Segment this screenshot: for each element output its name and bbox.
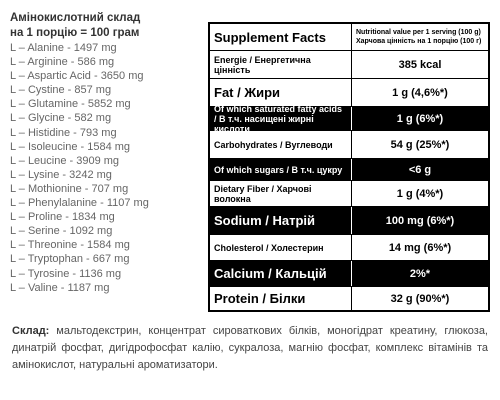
facts-row: Of which sugars / В т.ч. цукру <6 g: [210, 158, 488, 180]
amino-item: L – Arginine - 586 mg: [10, 56, 115, 69]
amino-item: L – Valine - 1187 mg: [10, 281, 110, 294]
row-value: <6 g: [408, 163, 432, 176]
amino-item: L – Tyrosine - 1136 mg: [10, 267, 122, 280]
amino-item: L – Leucine - 3909 mg: [10, 154, 120, 167]
row-label: Sodium / Натрій: [210, 207, 352, 234]
composition: Склад: мальтодекстрин, концентрат сирова…: [12, 323, 488, 374]
composition-text: мальтодекстрин, концентрат сироваткових …: [12, 325, 488, 371]
row-label: Protein / Білки: [210, 287, 352, 310]
row-label: Carbohydrates / Вуглеводи: [210, 131, 352, 158]
amino-item: L – Tryptophan - 667 mg: [10, 253, 130, 266]
row-label: Cholesterol / Холестерин: [210, 235, 352, 260]
composition-label: Склад:: [12, 325, 50, 337]
facts-row: Cholesterol / Холестерин 14 mg (6%*): [210, 234, 488, 260]
row-label: Dietary Fiber / Харчові волокна: [210, 181, 352, 206]
facts-row: Protein / Білки 32 g (90%*): [210, 286, 488, 310]
amino-list: Амінокислотний склад на 1 порцію = 100 г…: [10, 11, 205, 295]
row-label: Fat / Жири: [210, 79, 352, 106]
serving-cell: Nutritional value per 1 serving (100 g) …: [352, 24, 488, 50]
row-value: 100 mg (6%*): [385, 214, 455, 227]
facts-row: Fat / Жири 1 g (4,6%*): [210, 78, 488, 106]
facts-header: Supplement Facts Nutritional value per 1…: [210, 24, 488, 50]
facts-row: Of which saturated fatty acids / В т.ч. …: [210, 104, 488, 134]
amino-item: L – Aspartic Acid - 3650 mg: [10, 70, 144, 83]
amino-item: L – Threonine - 1584 mg: [10, 239, 130, 252]
amino-item: L – Cystine - 857 mg: [10, 84, 112, 97]
facts-title: Supplement Facts: [210, 24, 352, 50]
row-value: 1 g (4%*): [396, 187, 444, 200]
amino-item: L – Alanine - 1497 mg: [10, 42, 117, 54]
row-label: Calcium / Кальцій: [210, 261, 352, 286]
facts-row: Dietary Fiber / Харчові волокна 1 g (4%*): [210, 180, 488, 206]
row-value: 1 g (6%*): [396, 112, 444, 125]
facts-table: Supplement Facts Nutritional value per 1…: [208, 22, 490, 312]
row-value: 32 g (90%*): [390, 292, 450, 305]
amino-item: L – Isoleucine - 1584 mg: [10, 140, 131, 153]
facts-row: Energie / Енергетична цінність 385 kcal: [210, 50, 488, 78]
row-value: 385 kcal: [398, 58, 442, 71]
amino-item: L – Glutamine - 5852 mg: [10, 98, 131, 111]
amino-item: L – Proline - 1834 mg: [10, 211, 115, 224]
facts-row: Sodium / Натрій 100 mg (6%*): [210, 206, 488, 234]
amino-item: L – Lysine - 3242 mg: [10, 168, 112, 181]
row-value: 14 mg (6%*): [388, 241, 452, 254]
row-value: 54 g (25%*): [390, 138, 450, 151]
row-label: Of which sugars / В т.ч. цукру: [210, 159, 352, 180]
row-value: 2%*: [409, 267, 431, 280]
amino-item: L – Glycine - 582 mg: [10, 112, 112, 125]
row-value: 1 g (4,6%*): [392, 86, 448, 99]
amino-subtitle: на 1 порцію = 100 грам: [10, 27, 140, 39]
amino-item: L – Histidine - 793 mg: [10, 126, 117, 139]
amino-item: L – Phenylalanine - 1107 mg: [10, 197, 149, 210]
row-label: Of which saturated fatty acids / В т.ч. …: [210, 104, 352, 134]
serving: Nutritional value per 1 serving (100 g): [356, 29, 481, 36]
facts-row: Carbohydrates / Вуглеводи 54 g (25%*): [210, 130, 488, 158]
row-label: Energie / Енергетична цінність: [210, 51, 352, 78]
amino-item: L – Serine - 1092 mg: [10, 225, 113, 238]
amino-item: L – Mothionine - 707 mg: [10, 182, 129, 195]
facts-row: Calcium / Кальцій 2%*: [210, 260, 488, 286]
amino-title: Амінокислотний склад: [10, 12, 141, 24]
serving-ua: Харчова цінність на 1 порцію (100 г): [356, 38, 482, 45]
